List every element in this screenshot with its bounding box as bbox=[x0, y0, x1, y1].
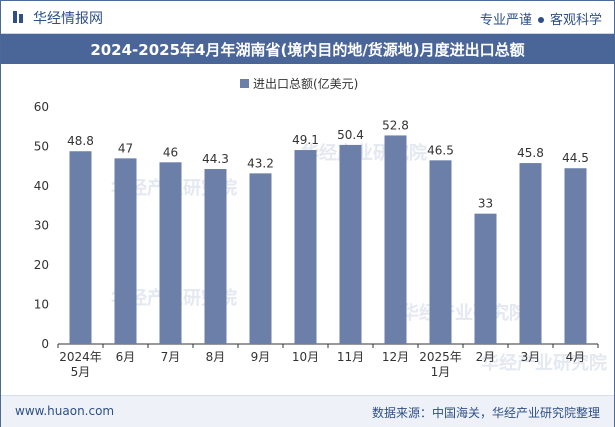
x-tick-label: 11月 bbox=[337, 350, 364, 364]
dot-separator-icon bbox=[537, 16, 544, 23]
x-tick-label: 6月 bbox=[116, 350, 136, 364]
x-tick-label: 1月 bbox=[431, 365, 451, 379]
value-label: 47 bbox=[118, 141, 133, 155]
x-tick-label: 3月 bbox=[521, 350, 541, 364]
y-tick-label: 50 bbox=[34, 140, 49, 154]
brand-name: 华经情报网 bbox=[33, 11, 103, 27]
y-tick-label: 30 bbox=[34, 219, 49, 233]
x-tick-label: 8月 bbox=[206, 350, 226, 364]
bar bbox=[114, 158, 137, 344]
site-url: www.huaon.com bbox=[15, 404, 115, 418]
watermark-text: 华经产业研究院 bbox=[481, 352, 607, 374]
x-tick-label: 7月 bbox=[161, 350, 181, 364]
x-tick-label: 12月 bbox=[382, 350, 409, 364]
axes bbox=[57, 343, 599, 348]
chart-title: 2024-2025年4月年湖南省(境内目的地/货源地)月度进出口总额 bbox=[90, 41, 525, 59]
y-tick-labels: 0 10 20 30 40 50 60 bbox=[34, 100, 49, 351]
x-tick-label: 4月 bbox=[566, 350, 586, 364]
footer: www.huaon.com 数据来源：中国海关，华经产业研究院整理 bbox=[1, 395, 614, 427]
bar bbox=[294, 150, 317, 344]
value-label: 44.5 bbox=[562, 151, 589, 165]
bar bbox=[249, 173, 272, 344]
data-source: 数据来源：中国海关，华经产业研究院整理 bbox=[371, 406, 600, 420]
y-tick-label: 40 bbox=[34, 179, 49, 193]
title-bar: 2024-2025年4月年湖南省(境内目的地/货源地)月度进出口总额 bbox=[1, 34, 614, 64]
logo-icon bbox=[13, 11, 23, 23]
y-tick-label: 0 bbox=[41, 337, 49, 351]
y-tick-label: 20 bbox=[34, 258, 49, 272]
x-tick-label: 10月 bbox=[292, 350, 319, 364]
value-labels: 48.8 47 46 44.3 43.2 49.1 50.4 52.8 46.5 33 45.8 44… bbox=[67, 118, 589, 210]
top-bar: 华经情报网 专业严谨 客观科学 bbox=[1, 1, 614, 34]
legend: 进出口总额(亿美元) bbox=[240, 76, 358, 91]
bars bbox=[69, 135, 587, 344]
x-tick-label: 5月 bbox=[71, 365, 91, 379]
bar bbox=[519, 163, 542, 344]
bar bbox=[339, 144, 362, 344]
bar-chart: 华经产业研究院华经产业研究院华经产业研究院华经产业研究院华经产业研究院 进出口总… bbox=[34, 76, 607, 379]
slogan-right: 客观科学 bbox=[549, 13, 602, 28]
value-label: 52.8 bbox=[382, 118, 409, 132]
value-label: 49.1 bbox=[292, 133, 319, 147]
y-tick-label: 60 bbox=[34, 100, 49, 114]
x-tick-label: 2月 bbox=[476, 350, 496, 364]
value-label: 46.5 bbox=[427, 143, 454, 157]
bar bbox=[204, 169, 227, 344]
slogan: 专业严谨 客观科学 bbox=[480, 9, 602, 28]
x-tick-label: 2025年 bbox=[419, 350, 462, 364]
bar bbox=[159, 162, 182, 344]
value-label: 45.8 bbox=[517, 146, 544, 160]
value-label: 43.2 bbox=[247, 156, 274, 170]
watermark-text: 华经产业研究院 bbox=[401, 302, 527, 324]
bar bbox=[564, 168, 587, 344]
x-tick-label: 9月 bbox=[251, 350, 271, 364]
value-label: 50.4 bbox=[337, 128, 364, 142]
value-label: 46 bbox=[163, 145, 178, 159]
value-label: 48.8 bbox=[67, 134, 94, 148]
bar bbox=[69, 151, 92, 344]
bar bbox=[474, 213, 497, 344]
value-label: 44.3 bbox=[202, 152, 229, 166]
y-tick-label: 10 bbox=[34, 298, 49, 312]
watermark-text: 华经产业研究院 bbox=[301, 142, 427, 164]
slogan-left: 专业严谨 bbox=[479, 13, 532, 28]
value-label: 33 bbox=[478, 197, 493, 211]
legend-swatch bbox=[240, 79, 249, 88]
legend-label: 进出口总额(亿美元) bbox=[253, 76, 358, 91]
x-tick-label: 2024年 bbox=[59, 350, 102, 364]
bar bbox=[384, 135, 407, 344]
bar bbox=[429, 160, 452, 344]
